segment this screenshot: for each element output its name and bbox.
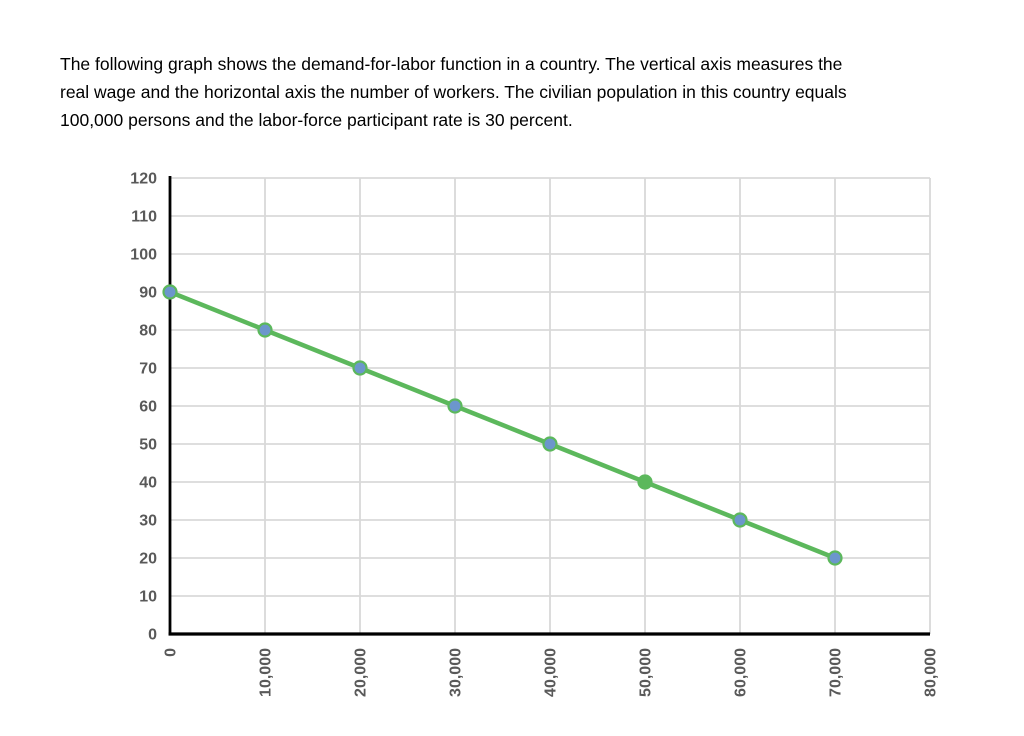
x-tick-label: 60,000 bbox=[733, 648, 750, 697]
x-tick-label: 10,000 bbox=[258, 648, 275, 697]
problem-statement-line: real wage and the horizontal axis the nu… bbox=[60, 82, 847, 102]
y-tick-label: 120 bbox=[130, 171, 157, 188]
x-tick-label: 40,000 bbox=[543, 648, 560, 697]
x-tick-label: 0 bbox=[163, 648, 180, 657]
x-tick-label: 50,000 bbox=[638, 648, 655, 697]
y-tick-label: 80 bbox=[139, 323, 157, 340]
y-tick-label: 100 bbox=[130, 247, 157, 264]
data-point-marker bbox=[732, 512, 748, 528]
data-point-marker bbox=[447, 398, 463, 414]
problem-statement-line: The following graph shows the demand-for… bbox=[60, 54, 843, 74]
demand-curve bbox=[167, 289, 838, 561]
y-tick-label: 60 bbox=[139, 399, 157, 416]
y-tick-label: 50 bbox=[139, 437, 157, 454]
x-tick-label: 70,000 bbox=[828, 648, 845, 697]
y-tick-label: 10 bbox=[139, 589, 157, 606]
data-point-marker-special bbox=[637, 474, 653, 490]
problem-statement-line: 100,000 persons and the labor-force part… bbox=[60, 110, 573, 130]
data-point-marker bbox=[352, 360, 368, 376]
y-tick-label: 20 bbox=[139, 551, 157, 568]
x-tick-label: 20,000 bbox=[353, 648, 370, 697]
y-tick-label: 0 bbox=[148, 627, 157, 644]
x-tick-label: 30,000 bbox=[448, 648, 465, 697]
data-point-marker bbox=[162, 284, 178, 300]
demand-for-labor-chart: 0 10 20 30 40 50 60 70 80 90 100 110 120 0 10,000 20,00… bbox=[50, 155, 990, 736]
y-tick-label: 40 bbox=[139, 475, 157, 492]
data-point-marker bbox=[257, 322, 273, 338]
y-tick-label: 30 bbox=[139, 513, 157, 530]
y-tick-label: 70 bbox=[139, 361, 157, 378]
data-point-marker bbox=[827, 550, 843, 566]
y-tick-label: 110 bbox=[131, 209, 157, 226]
data-point-marker bbox=[542, 436, 558, 452]
y-tick-label: 90 bbox=[139, 285, 157, 302]
x-tick-label: 80,000 bbox=[923, 648, 940, 697]
problem-statement: The following graph shows the demand-for… bbox=[60, 50, 990, 134]
chart-canvas: 0 10 20 30 40 50 60 70 80 90 100 110 120 0 10,000 20,00… bbox=[130, 171, 940, 697]
